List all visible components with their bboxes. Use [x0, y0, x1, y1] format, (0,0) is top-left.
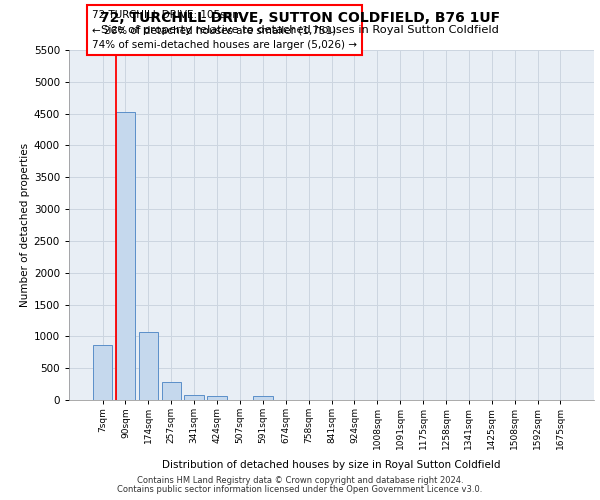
- Y-axis label: Number of detached properties: Number of detached properties: [20, 143, 29, 307]
- Text: Size of property relative to detached houses in Royal Sutton Coldfield: Size of property relative to detached ho…: [101, 25, 499, 35]
- Text: 72, TURCHILL DRIVE, SUTTON COLDFIELD, B76 1UF: 72, TURCHILL DRIVE, SUTTON COLDFIELD, B7…: [100, 11, 500, 25]
- Bar: [139, 332, 158, 400]
- Bar: [116, 112, 135, 400]
- X-axis label: Distribution of detached houses by size in Royal Sutton Coldfield: Distribution of detached houses by size …: [162, 460, 501, 470]
- Bar: [161, 382, 181, 400]
- Bar: [184, 395, 204, 400]
- Text: Contains HM Land Registry data © Crown copyright and database right 2024.: Contains HM Land Registry data © Crown c…: [137, 476, 463, 485]
- Bar: [93, 344, 112, 400]
- Bar: [253, 396, 272, 400]
- Text: 72 TURCHILL DRIVE: 105sqm
← 26% of detached houses are smaller (1,751)
74% of se: 72 TURCHILL DRIVE: 105sqm ← 26% of detac…: [92, 10, 357, 50]
- Bar: [208, 396, 227, 400]
- Text: Contains public sector information licensed under the Open Government Licence v3: Contains public sector information licen…: [118, 485, 482, 494]
